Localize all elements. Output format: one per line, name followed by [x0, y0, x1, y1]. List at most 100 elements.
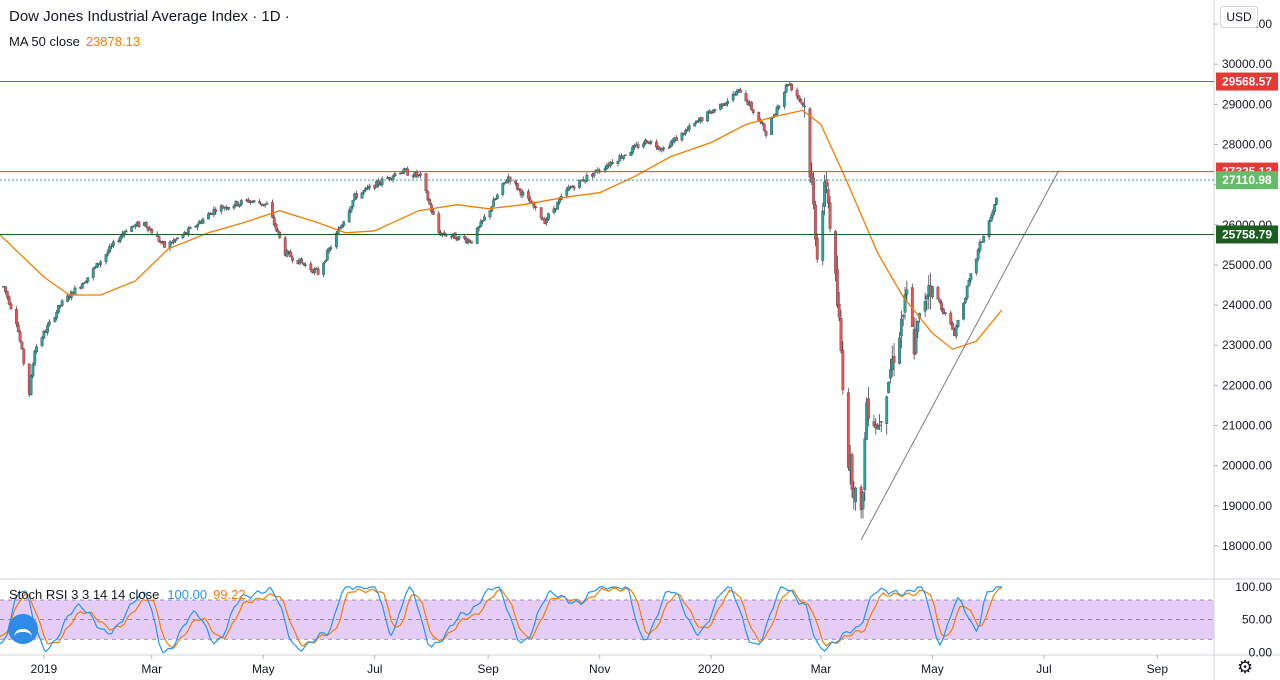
candle-body — [750, 101, 753, 110]
candle-body — [963, 298, 967, 303]
candle-body — [682, 133, 686, 135]
candle-body — [547, 213, 550, 220]
candle-body — [232, 205, 236, 209]
candle-body — [388, 177, 391, 180]
candle-body — [111, 241, 115, 246]
currency-button[interactable]: USD — [1220, 6, 1258, 28]
time-tick-label: Sep — [1147, 662, 1169, 676]
candle-body — [250, 201, 254, 203]
candle-body — [415, 172, 419, 177]
candle-body — [867, 398, 870, 419]
candle-body — [837, 304, 841, 318]
candle-body — [477, 226, 481, 229]
price-tick-label: 23000.00 — [1222, 338, 1272, 352]
ma-50-line — [0, 109, 1003, 350]
candle-body — [782, 91, 786, 107]
candle-body — [585, 175, 589, 181]
candle-body — [885, 396, 889, 424]
candle-body — [367, 185, 371, 189]
candle-body — [839, 318, 843, 351]
candle-body — [327, 248, 331, 252]
candle-body — [55, 311, 59, 319]
stoch-rsi-tick-label: 0.00 — [1249, 645, 1273, 659]
candle-body — [60, 300, 64, 306]
candle-body — [898, 337, 901, 364]
gear-icon[interactable]: ⚙ — [1237, 657, 1254, 677]
candle-body — [236, 201, 240, 206]
candle-body — [479, 221, 483, 227]
candle-body — [777, 105, 781, 109]
candle-body — [675, 137, 678, 141]
candle-body — [99, 261, 102, 265]
candle-body — [188, 227, 192, 229]
price-tick-label: 21000.00 — [1222, 418, 1272, 432]
chart-title[interactable]: Dow Jones Industrial Average Index · 1D … — [9, 8, 290, 25]
candle-body — [569, 186, 572, 189]
candle-body — [795, 89, 799, 97]
candle-body — [545, 218, 549, 223]
candle-body — [532, 203, 536, 208]
candle-body — [437, 213, 441, 233]
candle-body — [470, 241, 474, 244]
candle-body — [603, 168, 607, 171]
ma-legend[interactable]: MA 50 close 23878.13 — [9, 34, 140, 49]
candle-body — [642, 143, 645, 148]
candle-body — [824, 179, 828, 187]
candle-body — [366, 187, 369, 189]
candle-body — [790, 84, 794, 91]
candle-body — [505, 181, 508, 184]
candle-body — [995, 197, 998, 205]
candle-body — [260, 203, 263, 206]
price-tick-label: 30000.00 — [1222, 57, 1272, 71]
candle-body — [82, 282, 86, 285]
candle-body — [993, 204, 997, 212]
candle-body — [890, 358, 894, 371]
candle-body — [7, 296, 11, 305]
candle-body — [130, 226, 134, 232]
candle-body — [888, 369, 892, 379]
candle-body — [4, 286, 7, 292]
candle-body — [578, 179, 581, 188]
price-tick-label: 29000.00 — [1222, 97, 1272, 111]
time-tick-label: Sep — [477, 662, 499, 676]
price-tick-label: 28000.00 — [1222, 138, 1272, 152]
candle-body — [936, 287, 940, 300]
stoch-rsi-band — [0, 599, 1214, 640]
candle-body — [144, 222, 148, 227]
candle-body — [40, 337, 44, 346]
candle-body — [150, 228, 154, 234]
candle-body — [492, 199, 496, 207]
candle-body — [453, 232, 457, 240]
candle-body — [380, 178, 384, 185]
candle-body — [865, 402, 869, 440]
candle-body — [119, 236, 123, 241]
candle-body — [671, 140, 675, 143]
candle-body — [901, 315, 905, 317]
candle-body — [814, 204, 817, 240]
candle-body — [15, 309, 18, 325]
candle-body — [854, 487, 858, 503]
candle-body — [711, 110, 715, 113]
candle-body — [623, 154, 627, 157]
candle-body — [687, 125, 691, 130]
candle-body — [313, 268, 316, 273]
candle-body — [285, 250, 289, 257]
level-price-label: 25758.79 — [1222, 227, 1272, 241]
stoch-rsi-legend[interactable]: Stoch RSI 3 3 14 14 close 100.00 99.22 — [9, 587, 246, 602]
candle-body — [914, 328, 918, 354]
candle-body — [274, 223, 278, 230]
price-tick-label: 25000.00 — [1222, 258, 1272, 272]
candle-body — [347, 210, 351, 223]
candle-body — [501, 183, 505, 195]
candle-body — [172, 240, 176, 243]
candle-body — [186, 228, 190, 234]
tradingview-logo-icon[interactable] — [8, 614, 38, 644]
candle-body — [916, 320, 920, 332]
candle-body — [770, 117, 773, 135]
time-tick-label: Jul — [367, 662, 382, 676]
candle-body — [539, 207, 543, 219]
candle-body — [879, 421, 883, 423]
candle-body — [821, 210, 825, 261]
candle-body — [80, 283, 84, 289]
